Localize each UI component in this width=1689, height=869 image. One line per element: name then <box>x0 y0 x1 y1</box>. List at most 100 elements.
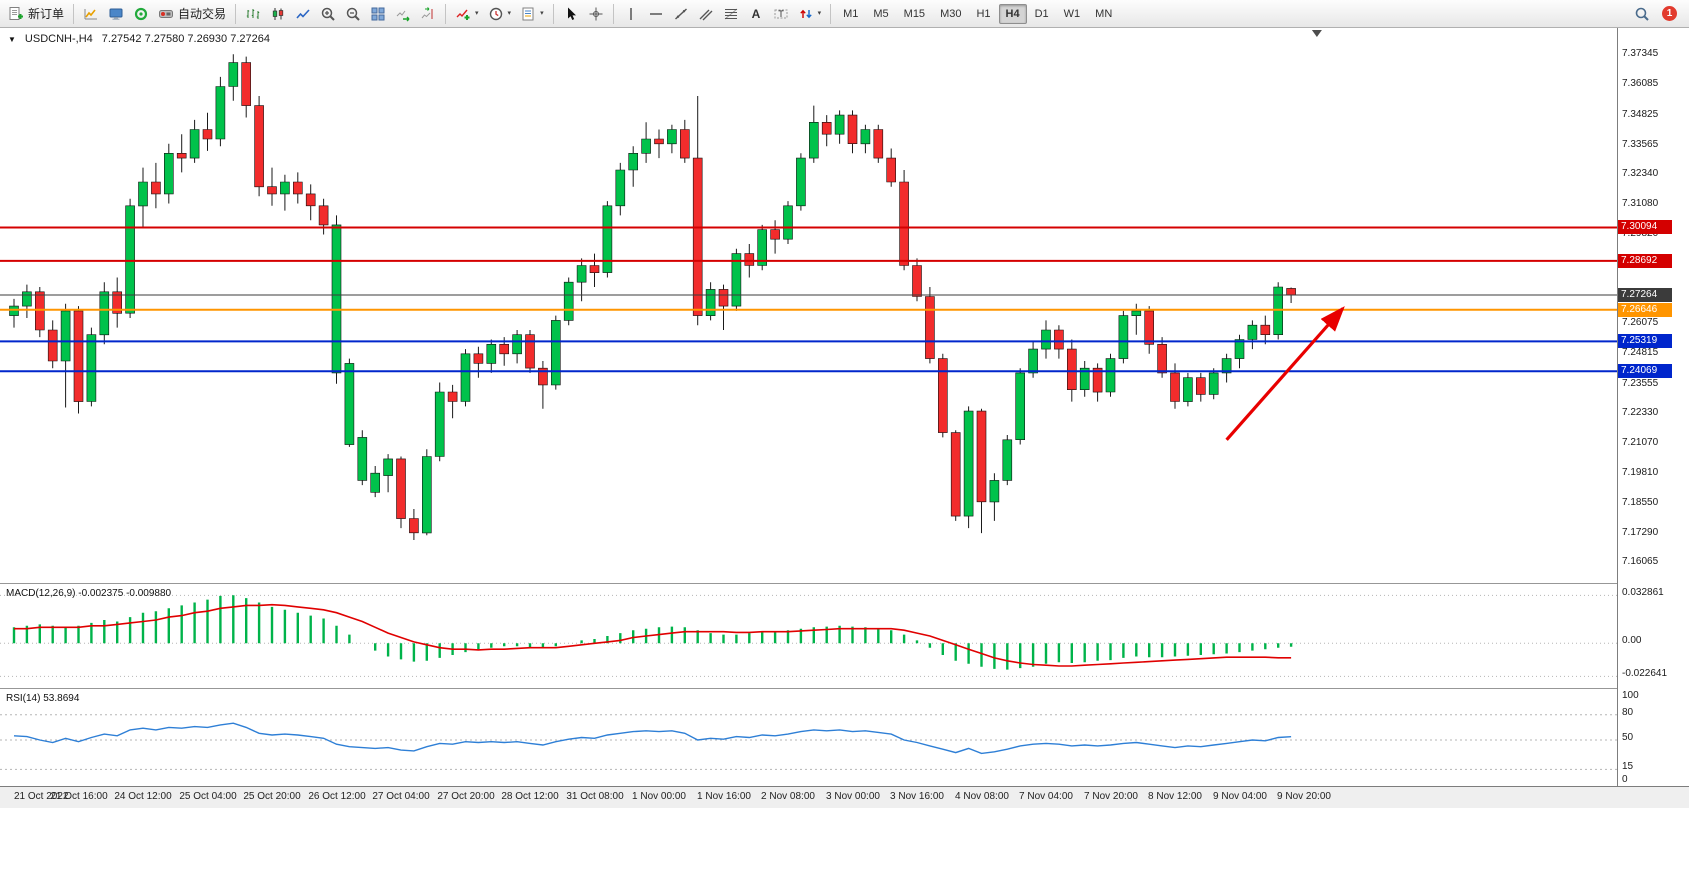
time-axis-label: 27 Oct 20:00 <box>437 791 495 802</box>
profiles-button[interactable] <box>104 3 128 25</box>
price-axis-label: 7.16065 <box>1622 556 1659 567</box>
rsi-chart[interactable] <box>0 690 1617 787</box>
vertical-line-button[interactable] <box>619 3 643 25</box>
price-line-tag[interactable]: 7.25319 <box>1618 334 1672 348</box>
price-axis-label: 7.23555 <box>1622 378 1659 389</box>
zoom-out-button[interactable] <box>341 3 365 25</box>
macd-signal-line <box>14 603 1292 667</box>
macd-chart[interactable] <box>0 585 1617 689</box>
cursor-icon <box>567 7 576 20</box>
channel-button[interactable] <box>694 3 718 25</box>
search-icon <box>1635 7 1649 21</box>
vertical-line-icon <box>629 7 632 20</box>
horizontal-line-button[interactable] <box>644 3 668 25</box>
label-icon: T <box>774 9 788 19</box>
trendline-button[interactable] <box>669 3 693 25</box>
tile-windows-icon <box>371 7 385 20</box>
toolbar-separator <box>552 3 554 24</box>
candlestick-chart-icon <box>272 7 284 20</box>
timeframe-button-m15[interactable]: M15 <box>897 4 932 24</box>
macd-axis-label: 0.00 <box>1622 635 1642 646</box>
price-axis-label: 7.19810 <box>1622 467 1659 478</box>
crosshair-button[interactable] <box>584 3 608 25</box>
time-axis[interactable]: 21 Oct 2022 21 Oct 16:00 24 Oct 12:00 25 Oc… <box>0 786 1689 808</box>
chart-ohlc-values: 7.27542 7.27580 7.26930 7.27264 <box>101 33 270 45</box>
timeframe-button-m1[interactable]: M1 <box>836 4 865 24</box>
rsi-axis-label: 0 <box>1622 774 1628 785</box>
timeframe-button-w1[interactable]: W1 <box>1057 4 1088 24</box>
candle-wicks <box>13 54 1292 540</box>
crosshair-icon <box>589 7 603 20</box>
text-button[interactable]: A <box>744 3 768 25</box>
time-axis-label: 25 Oct 04:00 <box>179 791 237 802</box>
toolbar-separator <box>612 3 614 24</box>
bar-chart-button[interactable] <box>241 3 265 25</box>
new-order-button[interactable]: 新订单 <box>4 3 68 25</box>
macd-histogram <box>12 595 1293 670</box>
autotrading-button[interactable]: 自动交易 <box>154 3 230 25</box>
channel-icon <box>699 9 713 20</box>
timeframe-button-m5[interactable]: M5 <box>866 4 895 24</box>
fibonacci-button[interactable] <box>719 3 743 25</box>
chevron-down-icon: ▾ <box>475 10 479 17</box>
market-watch-button[interactable] <box>129 3 153 25</box>
candlestick-chart-button[interactable] <box>266 3 290 25</box>
autotrading-icon <box>159 9 174 18</box>
trend-arrow[interactable] <box>1225 306 1345 441</box>
price-axis-label: 7.22330 <box>1622 407 1659 418</box>
rsi-label: RSI(14) 53.8694 <box>6 693 80 704</box>
chart-shift-icon <box>421 6 433 19</box>
price-axis[interactable]: 7.37345 7.36085 7.34825 7.33565 7.32340 7.310… <box>1617 28 1689 786</box>
time-axis-label: 1 Nov 00:00 <box>632 791 686 802</box>
macd-axis-label: -0.022641 <box>1622 668 1668 679</box>
price-axis-label: 7.17290 <box>1622 527 1659 538</box>
price-axis-label: 7.36085 <box>1622 78 1659 89</box>
indicators-icon <box>456 9 470 20</box>
trendline-icon <box>674 7 687 20</box>
arrows-button[interactable]: ▾ <box>794 3 826 25</box>
notification-badge[interactable]: 1 <box>1662 6 1677 21</box>
chart-title-overlay: ▼ USDCNH-,H4 7.27542 7.27580 7.26930 7.2… <box>8 33 270 45</box>
indicators-button[interactable]: ▾ <box>451 3 483 25</box>
line-chart-button[interactable] <box>291 3 315 25</box>
zoom-in-button[interactable] <box>316 3 340 25</box>
timeframe-button-mn[interactable]: MN <box>1088 4 1119 24</box>
periods-button[interactable]: ▾ <box>484 3 516 25</box>
toolbar-right-group: 1 <box>1630 3 1685 25</box>
price-line-tag[interactable]: 7.28692 <box>1618 254 1672 268</box>
templates-button[interactable]: ▾ <box>516 3 548 25</box>
bar-chart-icon <box>246 8 260 19</box>
timeframe-button-m30[interactable]: M30 <box>933 4 968 24</box>
text-icon: A <box>751 7 760 21</box>
time-axis-label: 21 Oct 16:00 <box>50 791 108 802</box>
price-line-tag[interactable]: 7.30094 <box>1618 220 1672 234</box>
one-click-trading-toggle[interactable]: ▼ <box>8 34 16 44</box>
search-button[interactable] <box>1630 3 1654 25</box>
timeframe-button-h4[interactable]: H4 <box>998 3 1027 24</box>
timeframe-toolbar: M1 M5 M15 M30 H1 H4 D1 W1 MN <box>836 3 1119 24</box>
chart-shift-button[interactable] <box>416 3 440 25</box>
main-chart[interactable] <box>0 28 1617 583</box>
horizontal-line-icon <box>649 12 662 15</box>
label-button[interactable]: T <box>769 3 793 25</box>
price-line-tag[interactable]: 7.27264 <box>1618 288 1672 302</box>
auto-scroll-icon <box>396 10 410 21</box>
time-axis-label: 8 Nov 12:00 <box>1148 791 1202 802</box>
autotrading-label: 自动交易 <box>178 7 227 21</box>
time-axis-label: 31 Oct 08:00 <box>566 791 624 802</box>
toolbar-separator <box>830 3 832 24</box>
price-line-tag[interactable]: 7.26646 <box>1618 303 1672 317</box>
cursor-button[interactable] <box>559 3 583 25</box>
market-watch-icon <box>134 7 148 20</box>
time-axis-label: 9 Nov 04:00 <box>1213 791 1267 802</box>
tile-windows-button[interactable] <box>366 3 390 25</box>
chart-shift-marker[interactable] <box>1311 30 1322 37</box>
time-axis-label: 27 Oct 04:00 <box>372 791 430 802</box>
auto-scroll-button[interactable] <box>391 3 415 25</box>
price-axis-label: 7.33565 <box>1622 139 1659 150</box>
timeframe-button-d1[interactable]: D1 <box>1028 4 1056 24</box>
new-chart-button[interactable] <box>79 3 103 25</box>
price-line-tag[interactable]: 7.24069 <box>1618 364 1672 378</box>
timeframe-button-h1[interactable]: H1 <box>969 4 997 24</box>
